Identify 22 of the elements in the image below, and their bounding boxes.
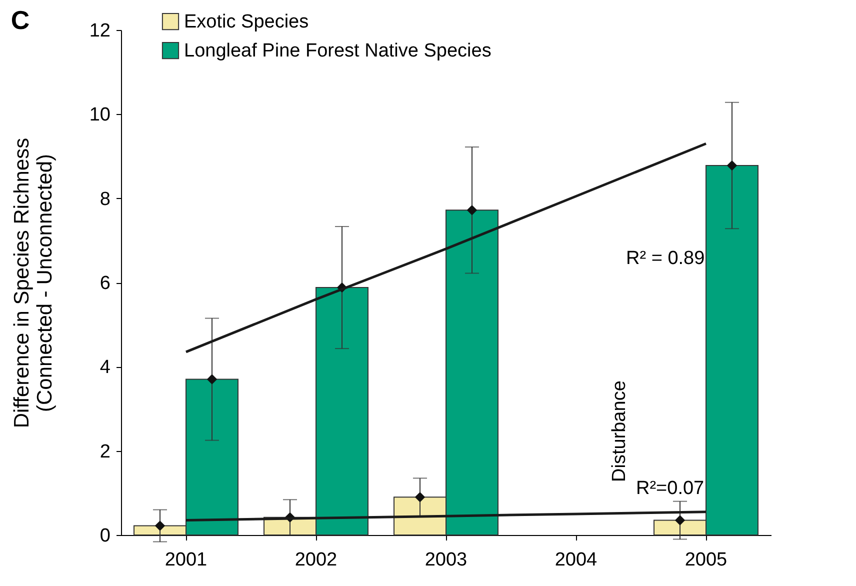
y-tick-label: 2 — [100, 441, 110, 462]
y-tick-label: 12 — [89, 20, 110, 42]
x-tick-label: 2003 — [424, 550, 468, 570]
y-tick-label: 6 — [100, 273, 110, 294]
x-tick-label: 2005 — [684, 550, 728, 570]
y-tick-label: 8 — [100, 188, 110, 210]
x-tick-label: 2004 — [554, 550, 598, 570]
text: C — [10, 5, 30, 35]
y-tick-label: 4 — [100, 357, 111, 378]
line-series — [184, 510, 708, 522]
y-tick-label: 10 — [89, 104, 110, 126]
y-tick-label: 0 — [100, 526, 110, 546]
annotation: R²=0.07 — [636, 478, 704, 499]
legend-label: Longleaf Pine Forest Native Species — [184, 40, 492, 62]
text: (Connected - Unconnected) — [33, 154, 56, 412]
annotation: Disturbance — [609, 380, 630, 482]
x-tick-label: 2001 — [164, 550, 208, 570]
annotation: R² = 0.89 — [626, 248, 705, 269]
y-axis-title: Difference in Species Richness — [10, 138, 34, 428]
line-series — [184, 142, 708, 354]
x-tick-label: 2002 — [294, 550, 338, 570]
legend-label: Exotic Species — [184, 12, 309, 32]
